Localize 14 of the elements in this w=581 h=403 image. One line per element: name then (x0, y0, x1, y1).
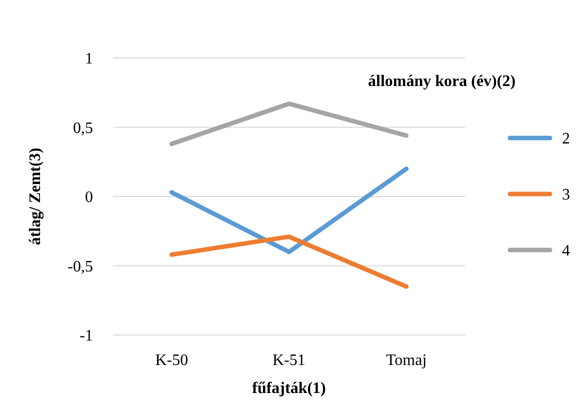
y-tick-label: -1 (80, 328, 93, 345)
y-tick-label: 0,5 (73, 120, 93, 137)
legend-title: állomány kora (év)(2) (368, 73, 516, 90)
legend-label: 4 (562, 242, 570, 260)
y-tick-label: 1 (85, 50, 93, 68)
x-tick-label: Tomaj (386, 352, 427, 369)
x-tick-label: K-51 (272, 352, 306, 369)
y-tick-label: -0,5 (68, 258, 93, 276)
x-axis-title: fűfajták(1) (252, 380, 326, 397)
x-tick-label: K-50 (155, 352, 188, 369)
legend-label: 2 (562, 130, 570, 148)
legend-label: 3 (562, 186, 570, 204)
y-axis-title: átlag/ Zemt(3) (27, 148, 44, 246)
y-tick-label: 0 (85, 189, 93, 206)
